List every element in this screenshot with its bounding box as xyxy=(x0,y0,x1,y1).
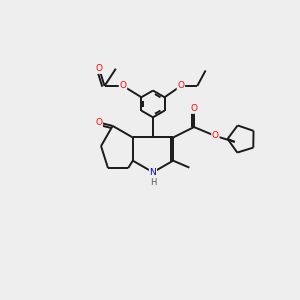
Text: O: O xyxy=(190,104,197,113)
Text: O: O xyxy=(212,131,219,140)
Text: O: O xyxy=(177,81,184,90)
Text: N: N xyxy=(150,168,156,177)
Text: O: O xyxy=(96,64,103,73)
Text: O: O xyxy=(119,81,127,90)
Text: O: O xyxy=(95,118,102,127)
Text: H: H xyxy=(150,178,156,187)
